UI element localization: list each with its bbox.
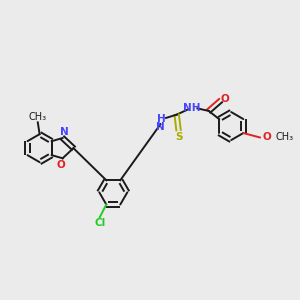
Text: O: O [220,94,230,104]
Text: H: H [157,114,166,124]
Text: S: S [175,132,182,142]
Text: N: N [60,127,68,137]
Text: Cl: Cl [94,218,105,228]
Text: N: N [156,122,165,132]
Text: NH: NH [183,103,201,113]
Text: CH₃: CH₃ [275,133,293,142]
Text: CH₃: CH₃ [29,112,47,122]
Text: O: O [56,160,65,170]
Text: O: O [263,133,272,142]
